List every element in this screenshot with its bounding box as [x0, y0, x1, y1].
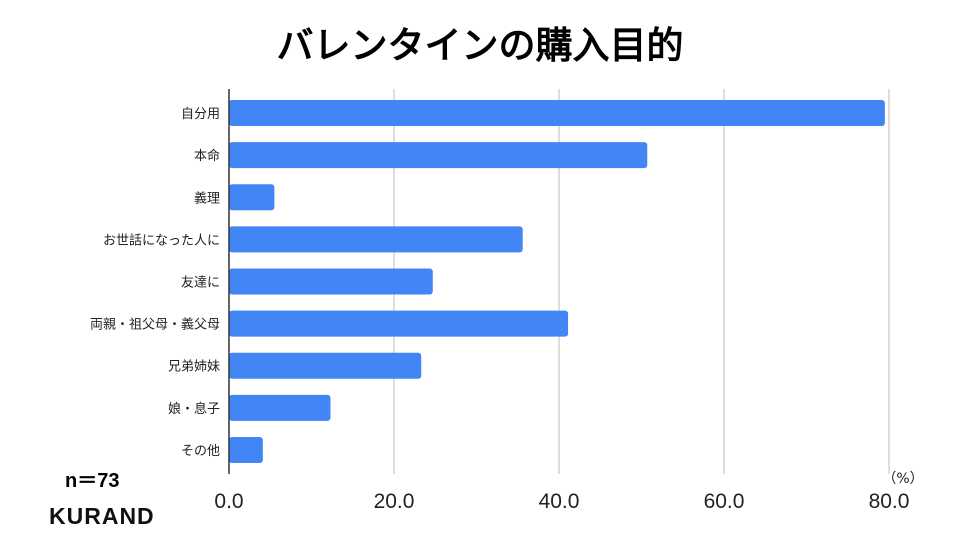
category-label: お世話になった人に — [103, 232, 220, 248]
category-label: その他 — [181, 444, 220, 459]
bar — [229, 436, 263, 463]
bar — [229, 352, 422, 379]
category-label: 兄弟姉妹 — [168, 360, 220, 375]
x-tick-label: 20.0 — [374, 490, 415, 513]
bar — [229, 226, 523, 253]
unit-label: （%） — [882, 471, 923, 487]
bar — [229, 142, 648, 169]
bar — [229, 394, 331, 421]
x-tick-label: 40.0 — [539, 490, 580, 513]
x-tick-labels: 0.0 20.0 40.0 60.0 80.0 — [214, 490, 909, 513]
category-label: 両親・祖父母・義父母 — [90, 317, 220, 333]
chart-title: バレンタインの購入目的 — [277, 24, 684, 67]
bar — [229, 100, 885, 127]
category-label: 娘・息子 — [168, 401, 220, 417]
category-label: 友達に — [181, 275, 220, 291]
x-tick-label: 80.0 — [869, 490, 910, 513]
x-tick-label: 0.0 — [214, 490, 243, 513]
category-label: 義理 — [194, 190, 220, 206]
x-tick-label: 60.0 — [704, 490, 745, 513]
bar — [229, 184, 275, 211]
bars — [229, 100, 885, 463]
bar — [229, 310, 569, 337]
brand-logo: KURAND — [49, 503, 155, 529]
category-label: 自分用 — [181, 107, 220, 122]
category-label: 本命 — [194, 148, 220, 164]
sample-size-label: n＝73 — [65, 470, 119, 492]
bar — [229, 268, 433, 295]
